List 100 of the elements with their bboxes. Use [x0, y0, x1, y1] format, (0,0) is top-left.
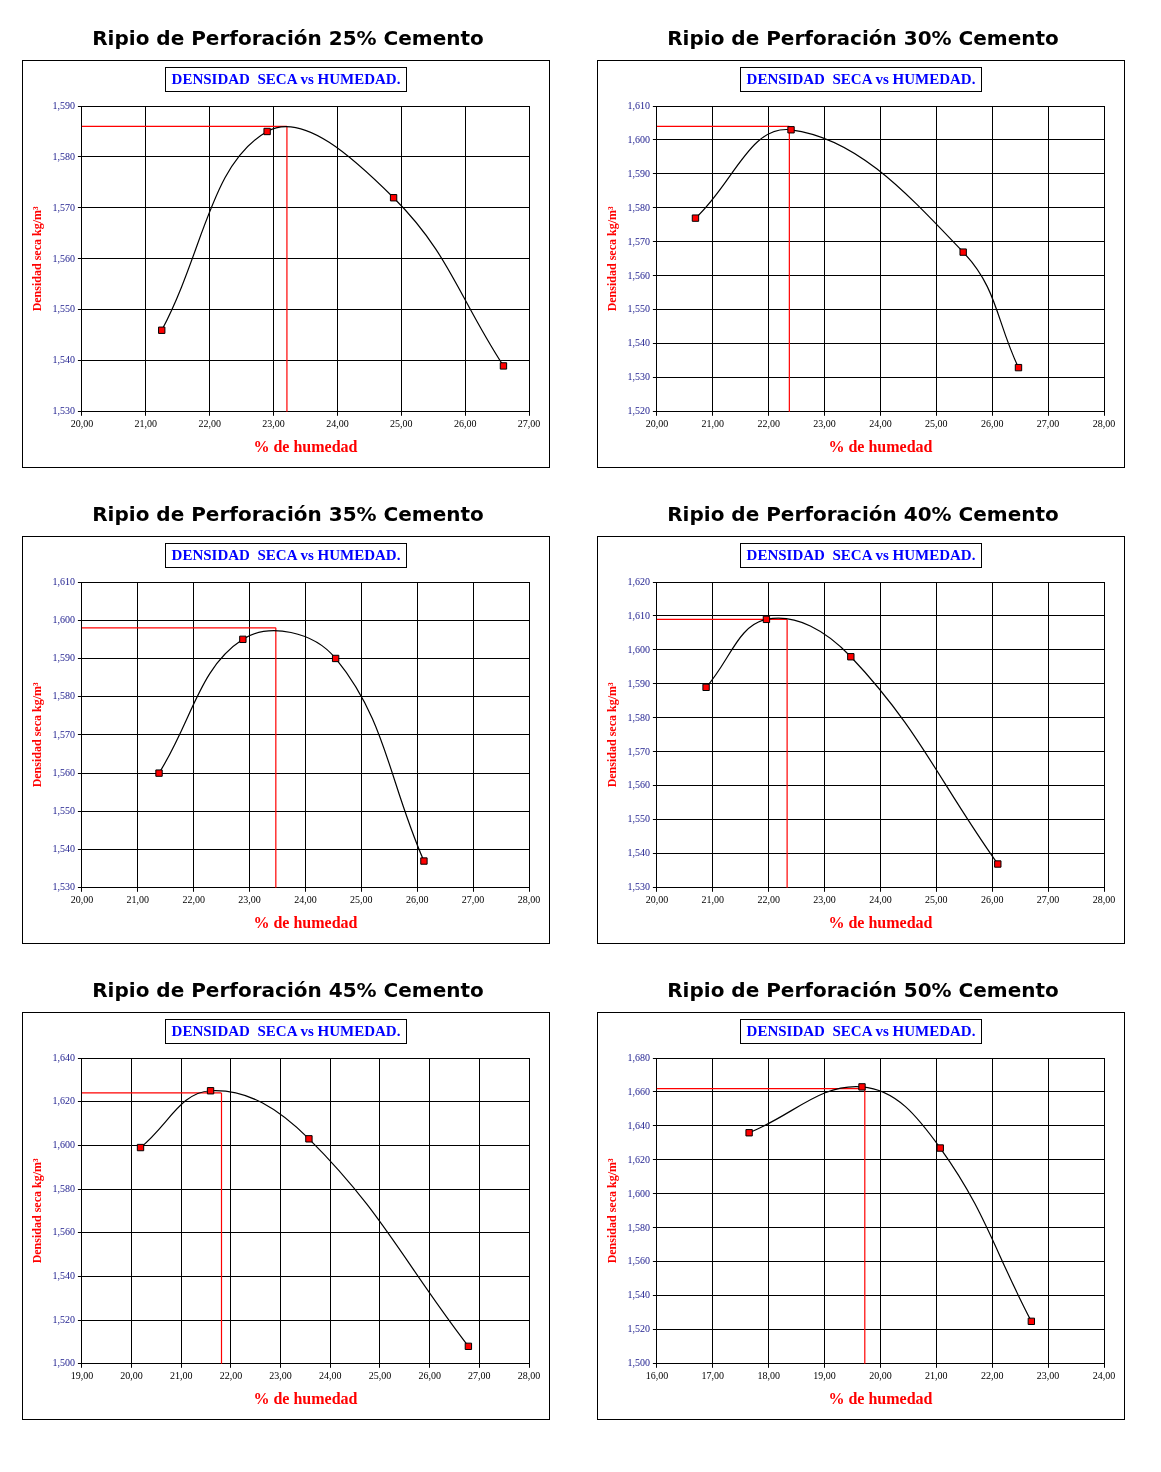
x-tick-label: 18,00 [757, 1370, 780, 1382]
x-tick-label: 22,00 [219, 1370, 243, 1382]
x-tick-label: 27,00 [1036, 418, 1060, 430]
x-tick-label: 20,00 [70, 894, 94, 906]
chart-title: Ripio de Perforación 50% Cemento [666, 977, 1060, 1004]
x-tick-label: 17,00 [701, 1370, 725, 1382]
y-axis-title: Densidad seca kg/m³ [605, 682, 620, 788]
x-tick-label: 24,00 [294, 894, 317, 906]
x-tick-label: 27,00 [468, 1370, 491, 1382]
x-tick-label: 23,00 [813, 894, 836, 906]
x-axis-title: % de humedad [253, 437, 358, 455]
y-tick-label: 1,600 [627, 643, 650, 655]
chart-title: Ripio de Perforación 25% Cemento [91, 25, 485, 52]
x-tick-label: 25,00 [925, 894, 948, 906]
y-tick-label: 1,580 [627, 711, 650, 723]
y-tick-label: 1,500 [52, 1357, 75, 1369]
y-tick-label: 1,620 [52, 1095, 75, 1107]
y-tick-label: 1,530 [52, 405, 75, 417]
x-tick-label: 22,00 [198, 418, 221, 430]
chart-title: Ripio de Perforación 30% Cemento [666, 25, 1060, 52]
y-tick-label: 1,580 [52, 150, 75, 162]
y-tick-label: 1,580 [627, 201, 650, 213]
x-tick-label: 22,00 [182, 894, 205, 906]
x-tick-label: 28,00 [1092, 418, 1116, 430]
y-tick-label: 1,560 [627, 1255, 650, 1267]
y-axis-title: Densidad seca kg/m³ [605, 206, 620, 312]
y-tick-label: 1,590 [627, 677, 650, 689]
y-tick-label: 1,570 [627, 235, 650, 247]
y-tick-label: 1,570 [627, 745, 650, 757]
x-tick-label: 21,00 [701, 894, 725, 906]
y-tick-label: 1,600 [627, 133, 650, 145]
y-tick-label: 1,590 [627, 167, 650, 179]
x-tick-label: 21,00 [134, 418, 158, 430]
y-tick-label: 1,560 [627, 779, 650, 791]
y-axis-title: Densidad seca kg/m³ [605, 1158, 620, 1264]
x-tick-label: 28,00 [517, 1370, 541, 1382]
x-tick-label: 23,00 [269, 1370, 292, 1382]
y-tick-label: 1,580 [52, 690, 75, 702]
x-tick-label: 22,00 [980, 1370, 1004, 1382]
y-tick-label: 1,660 [627, 1085, 650, 1097]
x-tick-label: 23,00 [813, 418, 836, 430]
chart-subtitle: DENSIDAD SECA vs HUMEDAD. [164, 1019, 408, 1044]
x-tick-label: 23,00 [1036, 1370, 1060, 1382]
x-tick-label: 24,00 [869, 894, 892, 906]
chart-title: Ripio de Perforación 40% Cemento [666, 501, 1060, 528]
x-tick-label: 24,00 [326, 418, 349, 430]
y-tick-label: 1,620 [627, 1153, 650, 1165]
y-tick-label: 1,540 [627, 847, 650, 859]
x-tick-label: 21,00 [701, 418, 725, 430]
y-tick-label: 1,600 [52, 1139, 75, 1150]
y-tick-label: 1,610 [52, 575, 75, 587]
y-tick-label: 1,560 [627, 269, 650, 281]
x-tick-label: 25,00 [925, 418, 948, 430]
x-tick-label: 27,00 [517, 418, 541, 430]
y-tick-label: 1,530 [627, 371, 650, 383]
y-tick-label: 1,550 [627, 813, 650, 825]
y-tick-label: 1,530 [52, 881, 75, 893]
y-tick-label: 1,520 [52, 1313, 75, 1325]
y-tick-label: 1,540 [52, 843, 75, 855]
y-tick-label: 1,620 [627, 575, 650, 587]
chart-subtitle: DENSIDAD SECA vs HUMEDAD. [164, 543, 408, 568]
x-tick-label: 28,00 [1092, 894, 1116, 906]
y-tick-label: 1,530 [627, 881, 650, 893]
x-tick-label: 26,00 [418, 1370, 441, 1382]
y-tick-label: 1,540 [52, 1270, 75, 1282]
y-tick-label: 1,560 [52, 1226, 75, 1238]
x-axis-title: % de humedad [253, 913, 358, 931]
chart-subtitle: DENSIDAD SECA vs HUMEDAD. [164, 67, 408, 92]
chart-subtitle: DENSIDAD SECA vs HUMEDAD. [739, 67, 983, 92]
y-tick-label: 1,580 [52, 1182, 75, 1194]
x-axis-title: % de humedad [828, 913, 933, 931]
x-tick-label: 21,00 [170, 1370, 193, 1382]
x-tick-label: 20,00 [120, 1370, 143, 1382]
y-axis-title: Densidad seca kg/m³ [30, 206, 45, 312]
x-axis-title: % de humedad [253, 1389, 358, 1407]
x-tick-label: 25,00 [390, 418, 413, 430]
x-tick-label: 26,00 [980, 894, 1004, 906]
x-tick-label: 16,00 [645, 1370, 669, 1382]
x-tick-label: 25,00 [350, 894, 373, 906]
x-tick-label: 20,00 [645, 418, 669, 430]
y-tick-label: 1,550 [627, 303, 650, 315]
x-tick-label: 24,00 [319, 1370, 342, 1382]
x-tick-label: 22,00 [757, 418, 780, 430]
y-tick-label: 1,560 [52, 252, 75, 264]
y-tick-label: 1,570 [52, 728, 75, 740]
y-tick-label: 1,540 [627, 337, 650, 349]
chart-subtitle: DENSIDAD SECA vs HUMEDAD. [739, 543, 983, 568]
y-tick-label: 1,640 [627, 1119, 650, 1131]
x-tick-label: 23,00 [238, 894, 261, 906]
y-tick-label: 1,600 [52, 613, 75, 625]
chart-subtitle: DENSIDAD SECA vs HUMEDAD. [739, 1019, 983, 1044]
y-tick-label: 1,640 [52, 1051, 75, 1063]
y-tick-label: 1,550 [52, 804, 75, 816]
y-tick-label: 1,600 [627, 1187, 650, 1199]
x-tick-label: 25,00 [368, 1370, 392, 1382]
y-tick-label: 1,680 [627, 1051, 650, 1063]
y-tick-label: 1,590 [52, 99, 75, 111]
y-tick-label: 1,550 [52, 303, 75, 315]
x-axis-title: % de humedad [828, 437, 933, 455]
x-axis-title: % de humedad [828, 1389, 933, 1407]
